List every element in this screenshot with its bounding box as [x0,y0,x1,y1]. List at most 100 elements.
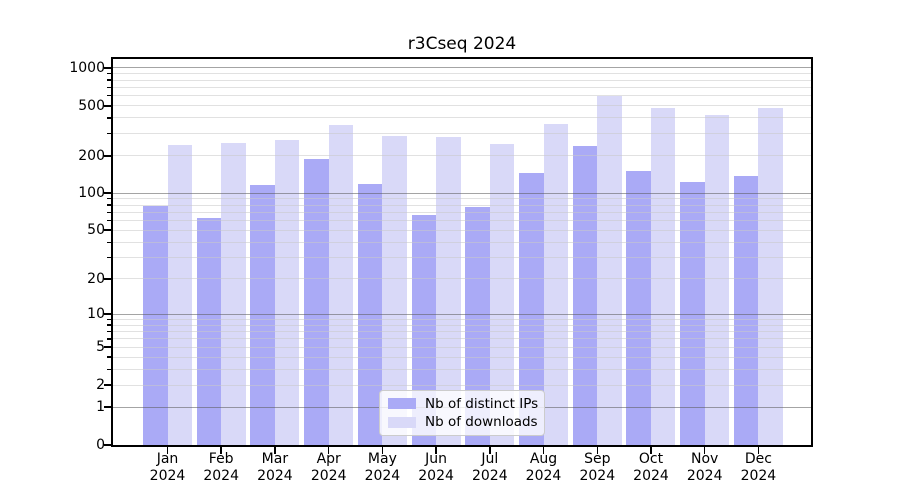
y-minortick-6 [107,338,112,340]
y-minortick-40 [107,241,112,243]
gridline-minor-50 [113,229,811,231]
month-year: 2024 [149,468,186,484]
y-minortick-4 [107,356,112,358]
gridline-minor-30 [113,257,811,258]
gridline-major-1000 [113,67,811,69]
month-name: Feb [208,451,234,467]
y-minortick-800 [107,79,112,81]
gridline-minor-800 [113,79,811,81]
x-tick-dec [757,446,760,454]
y-tick-label-5: 5 [96,339,105,356]
legend-entry-downloads: Nb of downloads [388,414,538,430]
y-tick-200 [104,154,112,157]
y-tick-label-1: 1 [96,399,105,416]
gridline-minor-80 [113,204,811,206]
y-tick-label-1000: 1000 [69,59,105,76]
bar-downloads-oct [650,107,676,445]
y-tick-500 [104,104,112,107]
bar-downloads-aug [543,124,569,445]
chart-title: r3Cseq 2024 [407,34,517,54]
y-tick-5 [104,346,112,349]
bar-distinct-ips-oct [626,171,651,445]
x-tick-label-apr: Apr 2024 [297,451,361,485]
y-tick-label-200: 200 [78,147,105,164]
y-minortick-60 [107,219,112,222]
month-name: Jun [425,451,448,467]
month-year: 2024 [740,468,777,484]
gridline-minor-7 [113,331,811,332]
gridline-minor-60 [113,220,811,222]
x-tick-label-may: May 2024 [350,451,414,485]
x-tick-label-sep: Sep 2024 [565,451,629,485]
x-tick-label-nov: Nov 2024 [673,451,737,485]
y-tick-100 [104,192,112,195]
month-year: 2024 [257,468,293,484]
gridline-minor-200 [113,155,811,156]
y-minortick-400 [107,117,112,119]
y-tick-20 [104,277,112,280]
bar-downloads-dec [758,108,783,445]
gridline-major-100 [113,192,811,194]
x-tick-label-jan: Jan 2024 [136,451,200,485]
y-tick-label-100: 100 [78,185,105,202]
month-name: Jul [481,451,499,467]
x-tick-may [381,446,384,454]
gridline-minor-5 [113,346,811,348]
y-tick-2 [104,384,112,386]
month-year: 2024 [203,468,239,484]
y-minortick-600 [107,95,112,97]
month-name: Nov [691,451,719,467]
x-tick-apr [327,446,330,454]
gridline-minor-300 [113,132,811,134]
legend-label-distinct-ips: Nb of distinct IPs [425,395,539,412]
y-tick-label-50: 50 [87,222,105,239]
gridline-minor-90 [113,198,811,200]
gridline-minor-2 [113,384,811,386]
bar-downloads-jan [167,145,192,445]
bar-downloads-sep [597,96,622,445]
x-tick-feb [220,446,222,454]
gridline-minor-3 [113,368,811,370]
legend-entry-distinct-ips: Nb of distinct IPs [388,395,539,412]
month-year: 2024 [633,468,669,484]
bar-downloads-nov [704,114,730,445]
gridline-minor-40 [113,241,811,243]
gridline-minor-900 [113,73,811,75]
gridline-minor-500 [113,105,811,107]
month-year: 2024 [579,468,616,484]
x-tick-nov [703,446,706,454]
y-minortick-900 [107,72,112,75]
gridline-minor-70 [113,211,811,213]
bar-downloads-mar [274,140,300,445]
y-tick-1 [104,406,112,409]
y-minortick-70 [107,211,112,213]
month-name: Mar [261,451,289,467]
x-tick-label-oct: Oct 2024 [619,451,683,485]
y-tick-label-2: 2 [96,377,105,393]
x-tick-label-mar: Mar 2024 [243,451,307,485]
x-tick-oct [650,446,652,454]
bar-distinct-ips-mar [250,184,275,445]
gridline-minor-600 [113,95,811,97]
y-minortick-30 [107,256,112,259]
x-tick-mar [274,446,276,454]
gridline-minor-700 [113,86,811,88]
x-tick-label-dec: Dec 2024 [726,451,790,485]
y-minortick-300 [107,132,112,135]
y-minortick-3 [107,368,112,370]
plot-area [104,57,813,454]
month-year: 2024 [686,468,723,484]
legend: Nb of distinct IPs Nb of downloads [379,390,545,436]
gridline-minor-400 [113,117,811,119]
x-tick-label-jun: Jun 2024 [404,451,468,485]
month-name: May [367,451,397,467]
month-year: 2024 [364,468,401,484]
month-year: 2024 [310,468,347,484]
month-name: Sep [584,451,611,467]
legend-swatch-distinct-ips [388,398,416,410]
month-name: Jan [156,451,179,467]
y-minortick-9 [107,318,112,320]
y-tick-label-0: 0 [96,437,105,453]
y-minortick-8 [107,324,112,326]
